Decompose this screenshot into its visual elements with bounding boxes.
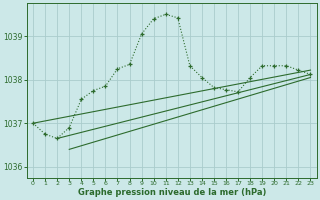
- X-axis label: Graphe pression niveau de la mer (hPa): Graphe pression niveau de la mer (hPa): [77, 188, 266, 197]
